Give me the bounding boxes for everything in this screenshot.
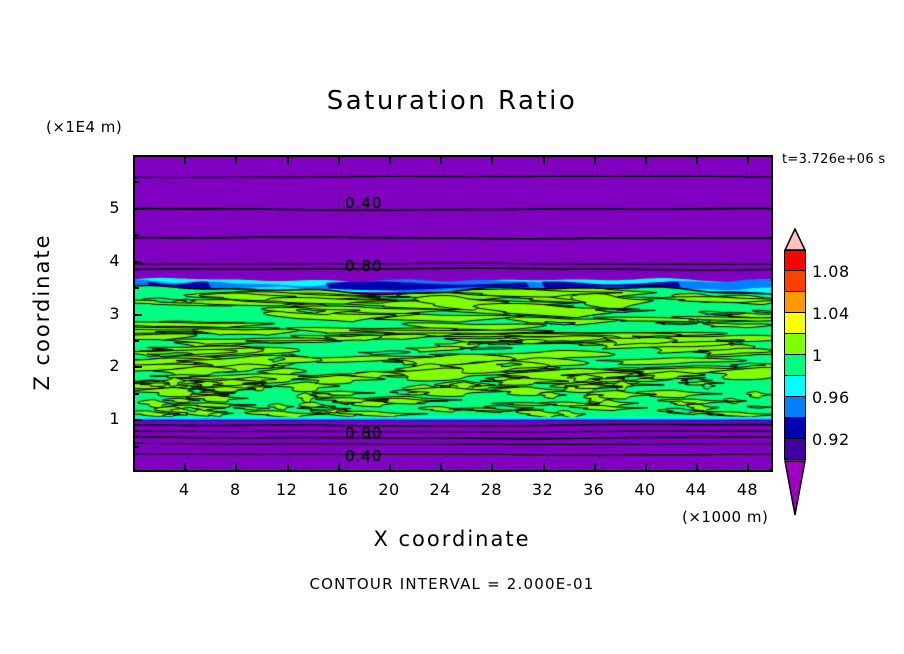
colorbar-tick-label: 0.92 [812, 430, 850, 449]
x-axis-tick [593, 463, 596, 471]
x-axis-tick-label: 4 [178, 480, 190, 499]
x-axis-title: X coordinate [373, 527, 531, 551]
colorbar-band [784, 292, 806, 313]
contour-interval-caption: CONTOUR INTERVAL = 2.000E-01 [309, 575, 595, 593]
page-title: Saturation Ratio [326, 86, 578, 116]
y-axis-minor-tick [134, 287, 139, 290]
x-axis-tick-top [235, 156, 238, 164]
colorbar-band [784, 397, 806, 418]
x-axis-tick [440, 463, 443, 471]
y-axis-tick-label: 5 [109, 197, 120, 217]
x-axis-tick [747, 463, 750, 471]
y-axis-tick-label: 1 [109, 409, 120, 429]
y-axis-minor-tick [134, 392, 139, 395]
x-axis-tick [184, 463, 187, 471]
x-axis-tick [286, 463, 289, 471]
x-axis-tick-label: 32 [531, 480, 554, 499]
contour-line-label: 0.80 [345, 424, 383, 442]
y-axis-tick [134, 260, 142, 263]
x-axis-tick-top [184, 156, 187, 164]
x-axis-tick [389, 463, 391, 471]
y-axis-unit-label: (×1E4 m) [46, 118, 123, 136]
contour-line-label: 0.40 [345, 447, 383, 465]
x-axis-tick-top [491, 156, 494, 164]
colorbar-band [784, 355, 806, 376]
time-annotation: t=3.726e+06 s [782, 152, 886, 167]
colorbar-top-cap [783, 227, 807, 251]
colorbar-band [784, 313, 806, 334]
colorbar-bands [784, 250, 806, 460]
y-axis-minor-tick [134, 445, 139, 448]
contour-plot-area: 0.40 0.80 0.80 0.40 [133, 155, 773, 472]
y-axis-minor-tick [134, 339, 139, 342]
colorbar-tick-label: 0.96 [812, 388, 850, 407]
y-axis-title: Z coordinate [30, 233, 54, 391]
x-axis-tick [235, 463, 238, 471]
y-axis-tick [134, 419, 142, 422]
x-axis-tick-top [747, 156, 750, 164]
x-axis-tick-top [696, 156, 699, 164]
y-axis-tick-label: 2 [109, 356, 120, 376]
x-axis-tick [337, 463, 340, 471]
y-axis-minor-tick [134, 234, 139, 237]
contour-line-label: 0.40 [345, 194, 383, 212]
x-axis-tick-top [440, 156, 443, 164]
x-axis-tick [491, 463, 494, 471]
y-axis-tick-label: 3 [109, 303, 120, 323]
x-axis-tick-label: 36 [583, 480, 605, 499]
y-axis-minor-tick [134, 181, 139, 184]
x-axis-unit-label: (×1000 m) [682, 508, 769, 526]
y-axis-tick-label: 4 [109, 250, 120, 270]
colorbar-tick-label: 1 [812, 346, 823, 365]
x-axis-tick-label: 8 [230, 480, 241, 499]
x-axis-tick-label: 20 [378, 480, 400, 499]
y-axis-tick [134, 207, 142, 210]
colorbar-band [784, 334, 806, 355]
y-axis-tick [134, 313, 142, 316]
colorbar-band [784, 271, 806, 292]
x-axis-tick-top [542, 156, 545, 164]
x-axis-tick-label: 24 [429, 480, 451, 499]
colorbar-band [784, 418, 806, 439]
x-axis-tick-label: 44 [685, 480, 707, 499]
colorbar: 1.08 1.04 1 0.96 0.92 [780, 227, 849, 518]
colorbar-tick-label: 1.08 [812, 262, 850, 281]
x-axis-tick [696, 463, 699, 471]
x-axis-tick [645, 463, 647, 471]
x-axis-tick-top [389, 156, 391, 164]
x-axis-tick-label: 16 [327, 480, 349, 499]
contour-field-canvas [135, 157, 771, 470]
x-axis-tick-label: 48 [736, 480, 759, 499]
x-axis-tick-top [593, 156, 596, 164]
colorbar-band [784, 376, 806, 397]
colorbar-bottom-cap [784, 460, 806, 516]
x-axis-tick-top [645, 156, 647, 164]
colorbar-band [784, 250, 806, 271]
y-axis-tick [134, 366, 142, 369]
x-axis-tick-label: 40 [634, 480, 656, 499]
x-axis-tick-label: 28 [480, 480, 503, 499]
x-axis-tick-top [286, 156, 289, 164]
colorbar-band [784, 439, 806, 460]
x-axis-tick-label: 12 [275, 480, 298, 499]
x-axis-tick [542, 463, 545, 471]
contour-line-label: 0.80 [345, 257, 383, 275]
x-axis-tick-top [337, 156, 340, 164]
colorbar-tick-label: 1.04 [812, 304, 850, 323]
